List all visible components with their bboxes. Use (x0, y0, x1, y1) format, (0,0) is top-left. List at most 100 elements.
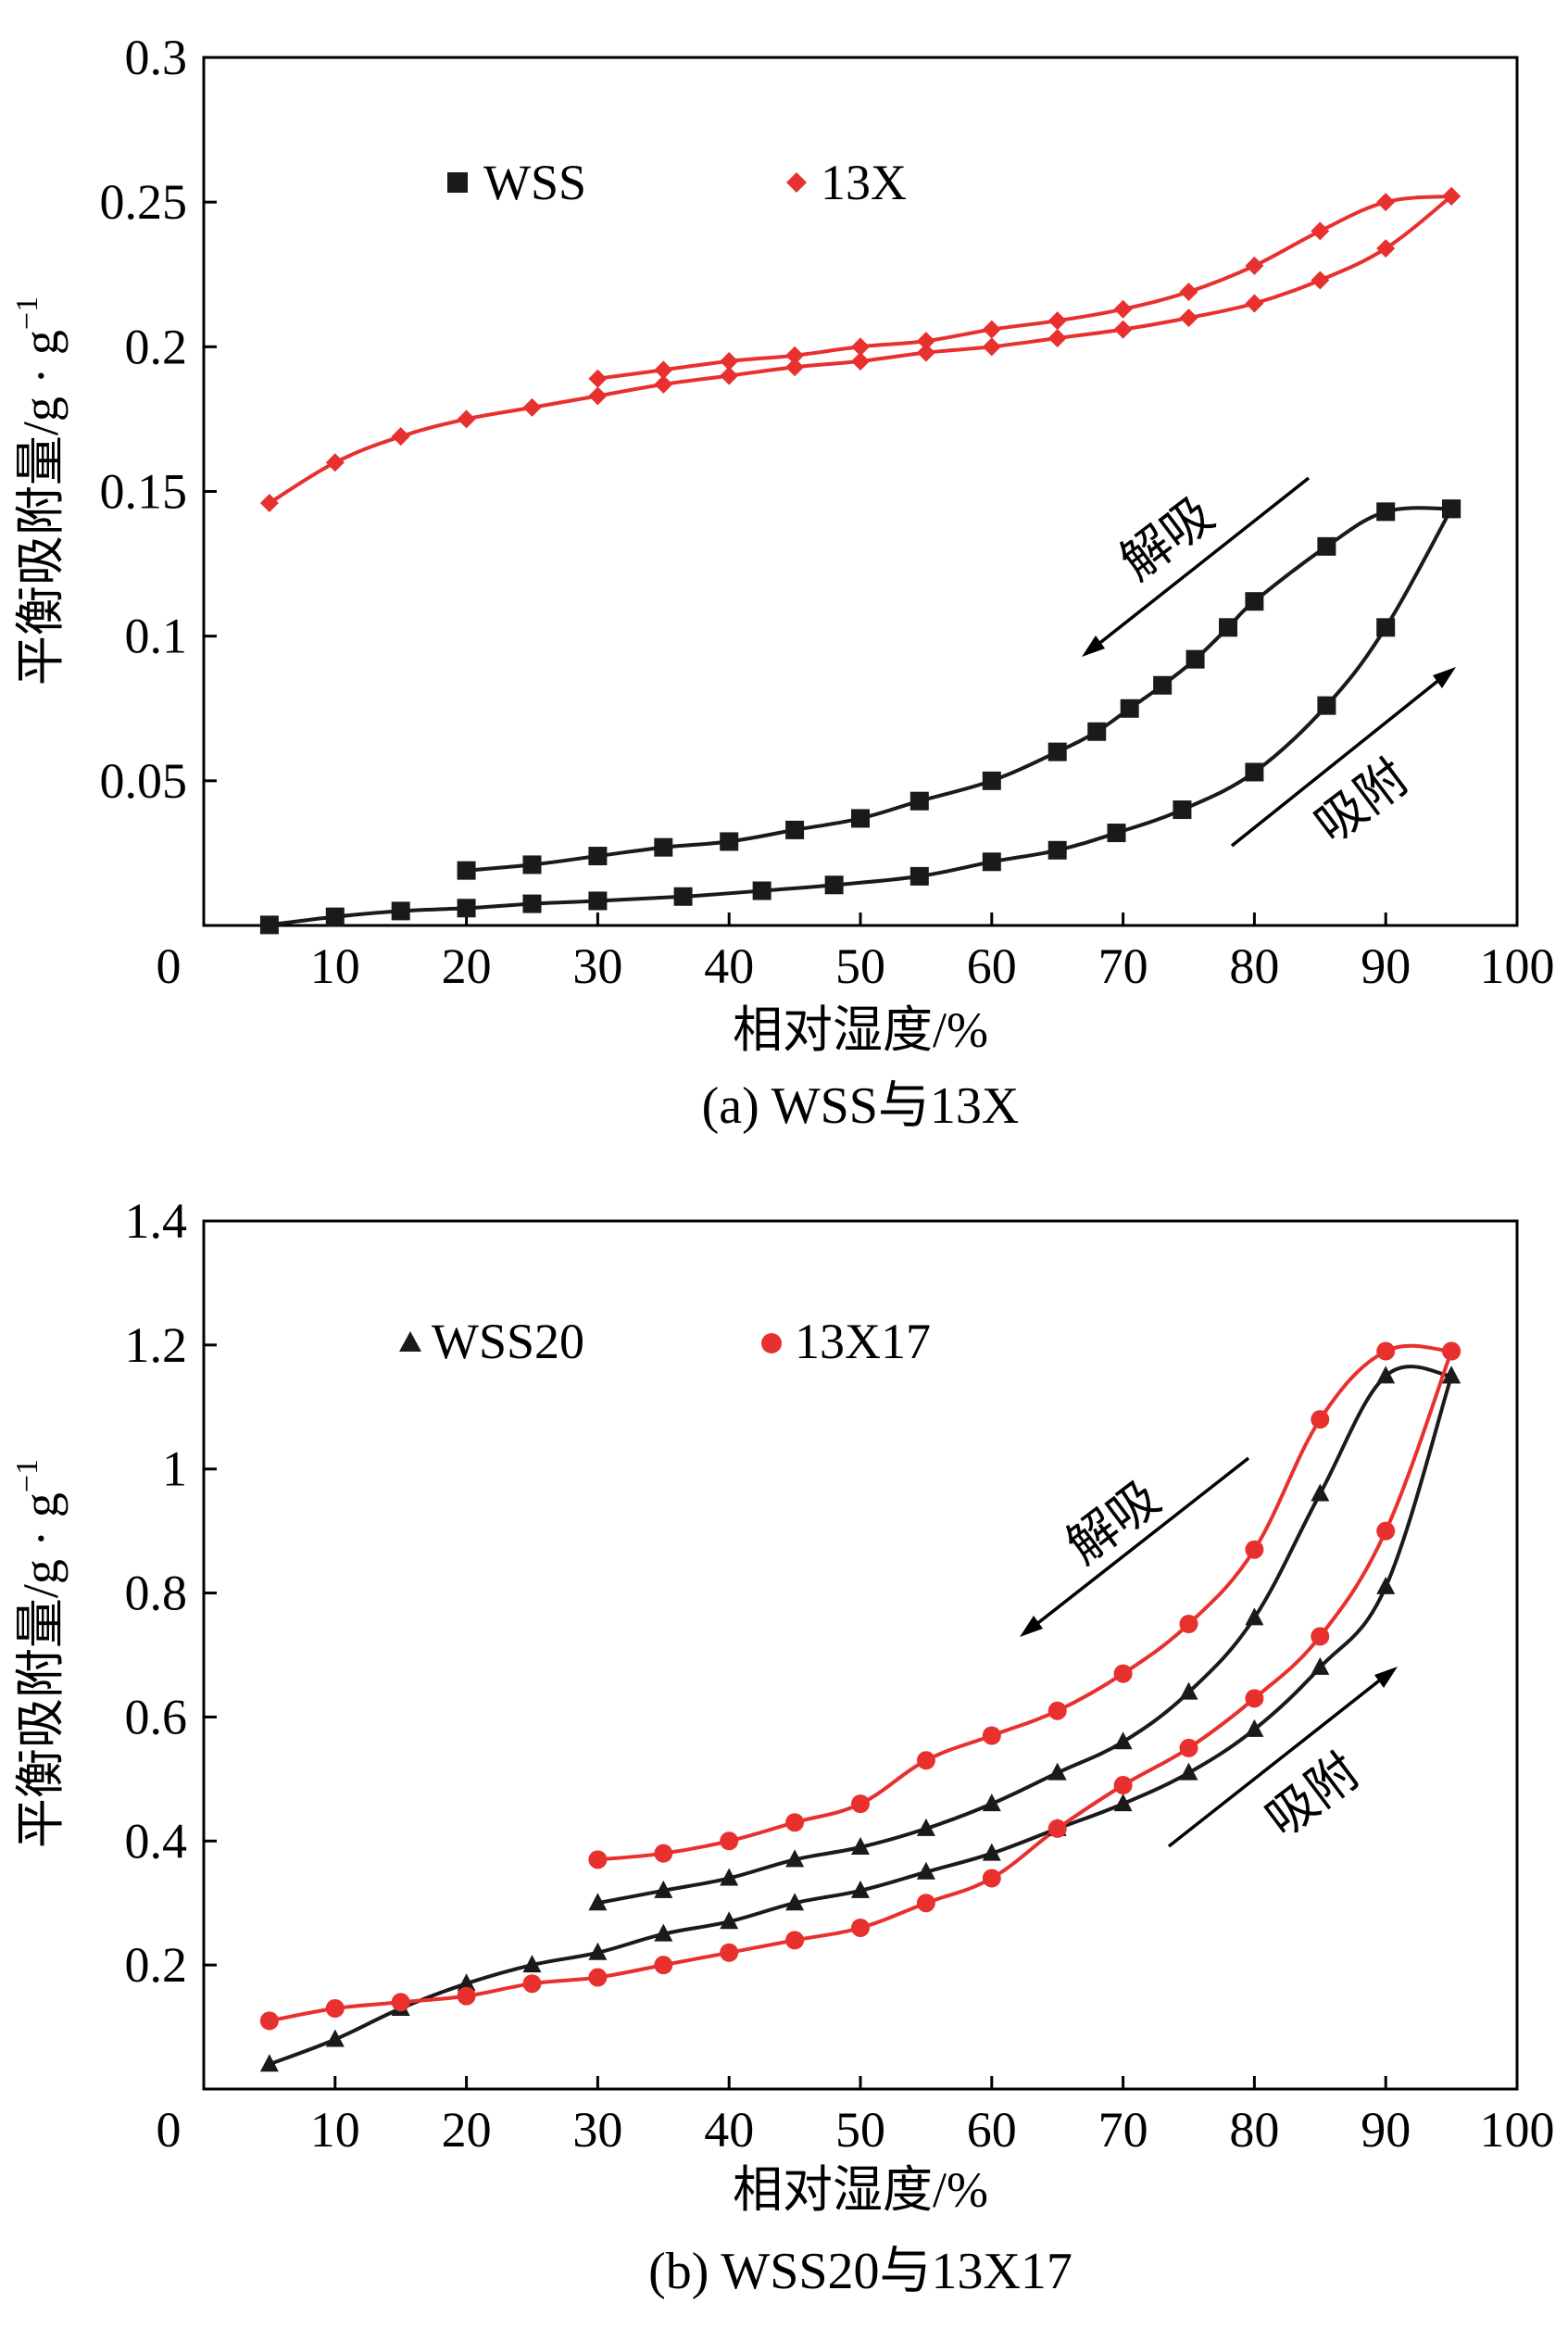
legend-label-13x: 13X (821, 155, 907, 210)
x-tick-label: 20 (442, 2102, 492, 2158)
data-point-wss20-desorption (851, 1836, 870, 1855)
data-point-wss-adsorption (1173, 800, 1192, 820)
data-point-wss-adsorption (1107, 824, 1126, 843)
series-markers-a (259, 186, 1461, 935)
data-point-13x17-desorption (982, 1726, 1001, 1745)
legend-marker-13x17 (761, 1333, 782, 1353)
adsorption-label-a: 吸附 (1305, 749, 1418, 854)
data-point-13x17-desorption (1442, 1341, 1461, 1361)
data-point-13x-adsorption (1113, 320, 1133, 339)
data-point-wss20-desorption (982, 1794, 1001, 1812)
data-point-wss-desorption (1047, 742, 1067, 761)
adsorption-arrow-head-b (1374, 1667, 1398, 1688)
data-point-wss-desorption (1245, 592, 1264, 611)
data-point-13x-adsorption (457, 409, 476, 429)
x-tick-label: 10 (310, 2102, 360, 2158)
caption-b: (b) WSS20与13X17 (648, 2243, 1073, 2300)
data-point-wss20-adsorption (1376, 1576, 1396, 1594)
data-point-13x-desorption (1442, 186, 1461, 206)
data-point-wss-adsorption (1047, 840, 1067, 860)
data-point-wss20-desorption (1113, 1731, 1133, 1750)
data-point-13x17-adsorption (325, 1998, 345, 2018)
y-tick-label: 0.6 (125, 1689, 188, 1744)
series-line-wss20-adsorption (267, 1374, 1454, 2067)
data-point-wss-desorption (1317, 536, 1336, 556)
data-point-wss20-adsorption (457, 1973, 476, 1992)
data-point-13x-desorption (1047, 311, 1067, 331)
y-ticks-b: 0.2 0.4 0.6 0.8 1 1.2 1.4 (125, 1193, 217, 1993)
data-point-13x17-adsorption (1047, 1819, 1067, 1838)
y-tick-label: 0.2 (125, 319, 188, 374)
x-tick-label: 50 (835, 938, 885, 994)
series-markers-b (259, 1341, 1461, 2072)
data-point-wss20-adsorption (1245, 1718, 1264, 1737)
x-ticks-a: 0 10 20 30 40 50 60 70 80 90 100 (157, 912, 1555, 994)
y-tick-label: 0.15 (100, 464, 188, 520)
data-point-wss20-desorption (588, 1893, 608, 1911)
adsorption-label-b: 吸附 (1256, 1743, 1369, 1848)
y-tick-label: 0.3 (125, 30, 188, 85)
data-point-13x17-adsorption (916, 1894, 935, 1913)
data-point-wss20-adsorption (588, 1942, 608, 1960)
x-tick-label: 60 (967, 2102, 1017, 2158)
data-point-wss-desorption (1153, 675, 1173, 695)
y-tick-label: 0.1 (125, 609, 188, 664)
data-point-13x-adsorption (1179, 308, 1198, 328)
panel-b: 0.2 0.4 0.6 0.8 1 1.2 1.4 0 10 20 30 40 50 60 70 80 90 1… (10, 1193, 1555, 2300)
x-tick-label: 0 (157, 938, 182, 994)
y-tick-label: 0.8 (125, 1566, 188, 1621)
series-line-13x-desorption (596, 194, 1454, 381)
y-tick-label: 0.2 (125, 1937, 188, 1993)
data-point-13x17-desorption (588, 1850, 608, 1869)
data-point-13x-adsorption (1245, 294, 1264, 313)
data-point-wss-desorption (457, 861, 476, 880)
data-point-wss20-desorption (1376, 1366, 1396, 1384)
desorption-label-a: 解吸 (1110, 486, 1223, 591)
data-point-13x17-adsorption (1376, 1521, 1396, 1541)
data-point-13x-desorption (982, 320, 1001, 339)
data-point-13x17-adsorption (391, 1993, 410, 2012)
data-point-13x17-adsorption (522, 1974, 542, 1994)
desorption-arrow-line-a (1091, 476, 1311, 650)
data-point-13x-desorption (851, 337, 870, 357)
data-point-wss20-desorption (1047, 1762, 1067, 1781)
x-tick-label: 0 (157, 2102, 182, 2158)
data-point-13x-desorption (588, 369, 608, 388)
data-point-13x-adsorption (1047, 328, 1067, 347)
caption-a: (a) WSS与13X (702, 1077, 1020, 1135)
series-line-wss-adsorption (267, 507, 1454, 927)
data-point-wss-adsorption (1376, 618, 1396, 637)
x-tick-label: 100 (1480, 938, 1555, 994)
data-point-wss-adsorption (259, 915, 279, 935)
data-point-wss-adsorption (391, 901, 410, 921)
x-tick-label: 30 (572, 2102, 622, 2158)
data-point-13x17-adsorption (1245, 1689, 1264, 1708)
data-point-wss20-adsorption (1179, 1762, 1198, 1781)
data-point-wss-desorption (1376, 502, 1396, 522)
data-point-13x17-adsorption (1179, 1738, 1198, 1757)
data-point-13x17-desorption (720, 1831, 739, 1851)
data-point-13x-adsorption (522, 397, 542, 417)
x-tick-label: 90 (1361, 2102, 1411, 2158)
legend-a: WSS 13X (447, 155, 907, 210)
data-point-13x-adsorption (654, 374, 673, 394)
data-point-wss-adsorption (457, 899, 476, 918)
desorption-arrow-head-b (1020, 1616, 1043, 1637)
data-point-wss-desorption (522, 855, 542, 875)
x-axis-label-a: 相对湿度/% (733, 1002, 988, 1058)
annotation-adsorption-a: 吸附 (1230, 667, 1456, 854)
y-tick-label: 1 (162, 1441, 187, 1497)
series-lines-b (267, 1343, 1454, 2067)
data-point-13x17-desorption (916, 1751, 935, 1770)
data-point-13x17-desorption (1113, 1664, 1133, 1683)
data-point-13x-adsorption (851, 351, 870, 371)
data-point-wss-desorption (1219, 618, 1238, 637)
annotation-desorption-a: 解吸 (1082, 476, 1311, 657)
legend-b: WSS20 13X17 (399, 1314, 931, 1369)
data-point-13x17-desorption (785, 1813, 805, 1832)
data-point-wss20-adsorption (325, 2029, 345, 2047)
x-tick-label: 40 (704, 938, 754, 994)
x-tick-label: 70 (1098, 2102, 1148, 2158)
